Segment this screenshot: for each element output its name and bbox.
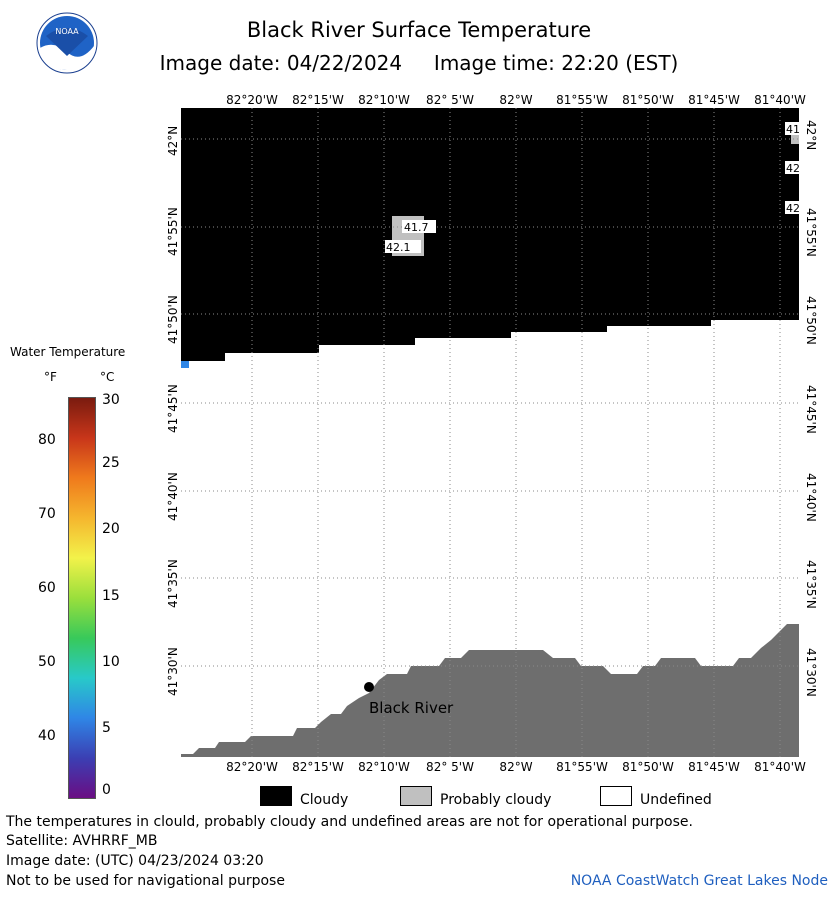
legend-unit-c: °C (100, 370, 115, 384)
lat-label: 41°30'N (166, 647, 180, 696)
noaa-logo: NOAA (36, 12, 98, 74)
lat-label: 42°N (166, 125, 180, 156)
image-datetime: Image date: 04/22/2024 Image time: 22:20… (0, 51, 838, 75)
c-tick: 30 (102, 392, 120, 408)
lon-label: 82°10'W (358, 760, 410, 774)
probably-cloudy-swatch (400, 786, 432, 806)
temp-reading: 42.1 (386, 241, 411, 254)
temp-reading: 41 (786, 123, 799, 136)
lat-label: 41°30'N (804, 648, 818, 697)
utc-image-date: Image date: (UTC) 04/23/2024 03:20 (6, 853, 264, 869)
c-tick: 15 (102, 588, 120, 604)
lon-label: 82°W (499, 93, 533, 107)
c-tick: 10 (102, 654, 120, 670)
f-tick: 50 (38, 654, 56, 670)
lon-label: 82° 5'W (426, 760, 474, 774)
temp-reading: 41.7 (404, 221, 429, 234)
undefined-swatch (600, 786, 632, 806)
lon-label: 81°50'W (622, 93, 674, 107)
lon-label: 82°20'W (226, 760, 278, 774)
lat-label: 41°50'N (804, 296, 818, 345)
lat-label: 41°55'N (804, 208, 818, 257)
probably-cloudy-label: Probably cloudy (440, 792, 552, 808)
land-area (181, 624, 799, 757)
lat-label: 41°55'N (166, 207, 180, 256)
image-time-label: Image time: (433, 51, 555, 75)
temp-reading: 42 (786, 202, 799, 215)
logo-text: NOAA (55, 27, 79, 36)
lat-label: 41°45'N (166, 384, 180, 433)
cloudy-swatch (260, 786, 292, 806)
disclaimer: The temperatures in clould, probably clo… (6, 814, 693, 830)
f-tick: 40 (38, 728, 56, 744)
lon-label: 81°50'W (622, 760, 674, 774)
navigation-warning: Not to be used for navigational purpose (6, 873, 285, 889)
temperature-colorbar (68, 397, 96, 799)
lon-label: 81°40'W (754, 93, 806, 107)
f-tick: 80 (38, 432, 56, 448)
lon-label: 82°15'W (292, 760, 344, 774)
lon-label: 81°40'W (754, 760, 806, 774)
c-tick: 20 (102, 521, 120, 537)
c-tick: 5 (102, 720, 111, 736)
lon-label: 82° 5'W (426, 93, 474, 107)
lon-label: 81°45'W (688, 760, 740, 774)
f-tick: 70 (38, 506, 56, 522)
lat-label: 41°40'N (804, 473, 818, 522)
image-time: 22:20 (EST) (561, 51, 679, 75)
lat-label: 41°35'N (166, 559, 180, 608)
lon-label: 82°10'W (358, 93, 410, 107)
graticule (181, 108, 799, 757)
lat-label: 41°50'N (166, 295, 180, 344)
credit-link[interactable]: NOAA CoastWatch Great Lakes Node (570, 873, 828, 889)
station-label: Black River (369, 699, 454, 717)
lon-label: 81°45'W (688, 93, 740, 107)
legend-unit-f: °F (44, 370, 57, 384)
satellite-info: Satellite: AVHRRF_MB (6, 833, 158, 849)
lat-label: 41°35'N (804, 560, 818, 609)
water-pixel (181, 361, 189, 368)
temperature-readings: 41.7 42.1 41 42 42 (385, 122, 799, 254)
lon-label: 81°55'W (556, 760, 608, 774)
temp-reading: 42 (786, 162, 799, 175)
cloudy-label: Cloudy (300, 792, 349, 808)
lon-label: 82°15'W (292, 93, 344, 107)
page-title: Black River Surface Temperature (246, 18, 592, 42)
f-tick: 60 (38, 580, 56, 596)
lon-label: 81°55'W (556, 93, 608, 107)
c-tick: 0 (102, 782, 111, 798)
c-tick: 25 (102, 455, 120, 471)
lat-label: 42°N (804, 120, 818, 151)
lat-label: 41°45'N (804, 385, 818, 434)
legend-title: Water Temperature (10, 345, 126, 359)
undefined-label: Undefined (640, 792, 712, 808)
cloud-area (181, 108, 799, 368)
lon-label: 82°W (499, 760, 533, 774)
temperature-map: 41.7 42.1 41 42 42 Black River (181, 108, 799, 757)
station-marker[interactable] (364, 682, 374, 692)
lat-label: 41°40'N (166, 472, 180, 521)
lon-label: 82°20'W (226, 93, 278, 107)
image-date-label: Image date: (159, 51, 281, 75)
image-date: 04/22/2024 (286, 51, 403, 75)
